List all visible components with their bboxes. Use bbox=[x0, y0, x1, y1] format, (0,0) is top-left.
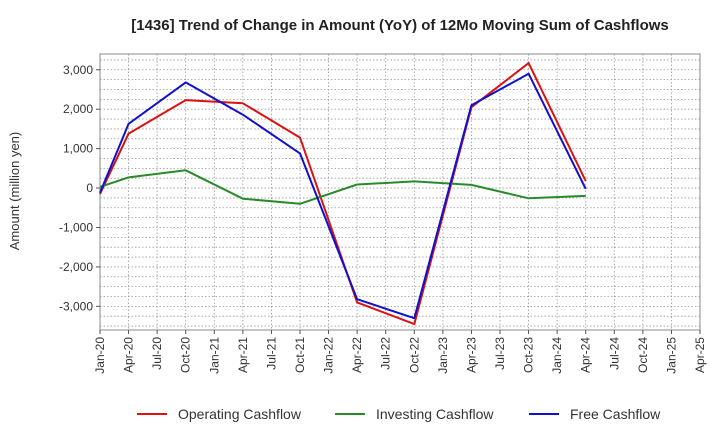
series-line-free-cashflow bbox=[99, 72, 587, 320]
x-tick-label: Apr-23 bbox=[464, 337, 478, 373]
y-tick-label: 1,000 bbox=[63, 142, 93, 156]
x-tick-label: Oct-21 bbox=[293, 337, 307, 373]
x-tick-label: Jan-20 bbox=[93, 337, 107, 374]
chart-title: [1436] Trend of Change in Amount (YoY) o… bbox=[131, 17, 669, 34]
x-tick-label: Jan-25 bbox=[664, 337, 678, 374]
legend-label-investing-cashflow: Investing Cashflow bbox=[376, 406, 494, 422]
x-tick-label: Oct-20 bbox=[179, 337, 193, 373]
x-tick-label: Apr-20 bbox=[122, 337, 136, 373]
x-tick-label: Apr-22 bbox=[350, 337, 364, 373]
x-tick-label: Jul-21 bbox=[264, 337, 278, 370]
y-axis-ticks: 3,000 2,000 1,000 0 -1,000 -2,000 -3,000 bbox=[59, 63, 100, 313]
x-tick-label: Jul-22 bbox=[379, 337, 393, 370]
x-tick-label: Apr-21 bbox=[236, 337, 250, 373]
y-tick-label: 3,000 bbox=[63, 63, 93, 77]
y-tick-label: -2,000 bbox=[59, 260, 93, 274]
y-tick-label: 0 bbox=[86, 181, 93, 195]
x-tick-label: Jul-20 bbox=[150, 337, 164, 370]
x-axis-ticks: Jan-20 Apr-20 Jul-20 Oct-20 Jan-21 Apr-21 Jul-… bbox=[93, 330, 707, 374]
grid bbox=[99, 54, 701, 330]
x-tick-label: Apr-24 bbox=[579, 337, 593, 373]
x-tick-label: Jan-23 bbox=[436, 337, 450, 374]
series-line-operating-cashflow bbox=[99, 62, 587, 326]
x-tick-label: Apr-25 bbox=[693, 337, 707, 373]
x-tick-label: Jul-23 bbox=[493, 337, 507, 370]
x-tick-label: Oct-23 bbox=[522, 337, 536, 373]
legend: Operating Cashflow Investing Cashflow Free… bbox=[137, 406, 661, 422]
legend-label-operating-cashflow: Operating Cashflow bbox=[178, 406, 302, 422]
series-line-investing-cashflow bbox=[99, 169, 586, 205]
plot-frame bbox=[99, 53, 701, 331]
legend-label-free-cashflow: Free Cashflow bbox=[570, 406, 661, 422]
x-tick-label: Jan-22 bbox=[322, 337, 336, 374]
y-tick-label: -3,000 bbox=[59, 299, 93, 313]
y-tick-label: 2,000 bbox=[63, 102, 93, 116]
x-tick-label: Oct-24 bbox=[636, 337, 650, 373]
y-axis-label: Amount (million yen) bbox=[7, 132, 22, 251]
y-tick-label: -1,000 bbox=[59, 220, 93, 234]
x-tick-label: Jan-21 bbox=[207, 337, 221, 374]
x-tick-label: Jul-24 bbox=[607, 337, 621, 370]
series-lines bbox=[99, 62, 587, 326]
x-tick-label: Oct-22 bbox=[407, 337, 421, 373]
x-tick-label: Jan-24 bbox=[550, 337, 564, 374]
